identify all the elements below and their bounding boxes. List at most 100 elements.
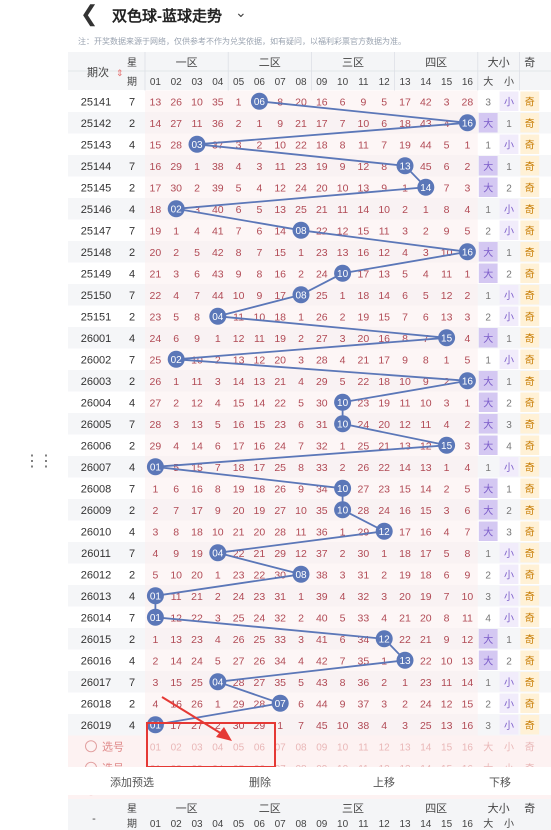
miss-count-cell: 1: [194, 161, 200, 173]
odd-cell-text: 奇: [525, 182, 535, 195]
miss-count-cell: 43: [212, 269, 224, 281]
blue-ball-number: 15: [441, 441, 453, 452]
miss-count-cell: 26: [358, 462, 370, 474]
miss-count-cell: 10: [295, 505, 307, 517]
size-cell: 3: [485, 592, 491, 603]
miss-count-cell: 30: [316, 398, 328, 410]
miss-count-cell: 15: [420, 505, 432, 517]
miss-count-cell: 5: [444, 548, 450, 560]
bottom-number-header: 02: [171, 819, 183, 830]
zone-header: 一区: [176, 57, 198, 69]
zone-shade: [145, 628, 478, 650]
size-small-cell: [499, 715, 519, 735]
miss-count-cell: 8: [340, 677, 346, 689]
issue-cell: 25146: [81, 204, 112, 216]
add-preselect-button[interactable]: 添加预选: [110, 777, 154, 789]
miss-count-cell: 21: [191, 591, 203, 603]
select-number: 09: [316, 743, 328, 754]
miss-count-cell: 8: [402, 333, 408, 345]
miss-count-cell: 13: [337, 247, 349, 259]
miss-count-cell: 23: [316, 247, 328, 259]
blue-ball: [188, 135, 206, 153]
move-up-button[interactable]: 上移: [373, 777, 395, 789]
miss-count-cell: 17: [378, 355, 390, 367]
miss-count-cell: 15: [191, 462, 203, 474]
odd-cell-text: 奇: [525, 225, 535, 238]
odd-cell: [520, 715, 540, 735]
miss-count-cell: 1: [464, 140, 470, 152]
size-big-cell: [478, 177, 498, 197]
miss-count-cell: 20: [254, 527, 266, 539]
miss-count-cell: 26: [170, 97, 182, 109]
issue-cell: 25144: [81, 161, 112, 173]
size-cell: 3: [506, 528, 512, 539]
miss-count-cell: 2: [236, 118, 242, 130]
miss-count-cell: 4: [464, 462, 470, 474]
blue-ball: [438, 329, 456, 347]
miss-count-cell: 44: [212, 290, 224, 302]
miss-count-cell: 26: [150, 376, 162, 388]
miss-count-cell: 2: [256, 140, 262, 152]
miss-count-cell: 31: [274, 591, 286, 603]
miss-count-cell: 23: [378, 484, 390, 496]
trend-line: [154, 100, 468, 726]
miss-count-cell: 3: [444, 97, 450, 109]
miss-count-cell: 14: [420, 484, 432, 496]
size-cell: 小: [504, 462, 514, 474]
odd-cell: [520, 392, 540, 412]
blue-ball: [334, 479, 352, 497]
miss-count-cell: 24: [316, 269, 328, 281]
miss-count-cell: 17: [254, 462, 266, 474]
odd-cell: [520, 478, 540, 498]
number-header: 07: [275, 77, 287, 88]
week-header-2: 期: [127, 76, 137, 88]
miss-count-cell: 35: [212, 97, 224, 109]
odd-cell-text: 奇: [525, 311, 535, 324]
miss-count-cell: 11: [337, 204, 348, 216]
miss-count-cell: 43: [316, 677, 328, 689]
size-cell: 1: [485, 463, 491, 474]
miss-count-cell: 26: [254, 656, 266, 668]
chevron-down-icon[interactable]: ⌄: [235, 4, 247, 20]
miss-count-cell: 26: [316, 312, 328, 324]
miss-count-cell: 18: [378, 376, 390, 388]
issue-cell: 25148: [81, 247, 112, 259]
miss-count-cell: 13: [233, 355, 245, 367]
drag-handle-icon[interactable]: ⋮⋮: [24, 453, 54, 470]
move-down-button[interactable]: 下移: [489, 777, 511, 789]
miss-count-cell: 40: [212, 204, 224, 216]
miss-count-cell: 9: [402, 355, 408, 367]
size-cell: 小: [504, 548, 514, 560]
week-cell: 7: [129, 97, 135, 109]
miss-count-cell: 2: [298, 269, 304, 281]
miss-count-cell: 21: [399, 613, 411, 625]
miss-count-cell: 3: [256, 161, 262, 173]
size-cell: 大: [483, 633, 493, 646]
miss-count-cell: 11: [379, 226, 390, 238]
issue-cell: 26006: [81, 441, 112, 453]
delete-button[interactable]: 删除: [249, 777, 271, 789]
zone-shade: [145, 434, 478, 456]
miss-count-cell: 14: [378, 290, 390, 302]
blue-ball-number: 16: [462, 377, 474, 388]
miss-count-cell: 1: [402, 677, 408, 689]
blue-ball: [375, 630, 393, 648]
issue-cell: 25143: [81, 140, 112, 152]
miss-count-cell: 5: [256, 204, 262, 216]
miss-count-cell: 11: [441, 677, 452, 689]
miss-count-cell: 2: [402, 699, 408, 711]
miss-count-cell: 23: [191, 634, 203, 646]
miss-count-cell: 3: [152, 527, 158, 539]
back-icon[interactable]: ❮: [80, 1, 99, 26]
miss-count-cell: 6: [236, 204, 242, 216]
blue-ball-number: 10: [337, 506, 349, 517]
size-cell: 大: [483, 246, 493, 259]
miss-count-cell: 5: [298, 677, 304, 689]
miss-count-cell: 23: [274, 419, 286, 431]
odd-cell: [520, 349, 540, 369]
miss-count-cell: 2: [298, 613, 304, 625]
odd-cell-text: 奇: [525, 397, 535, 410]
miss-count-cell: 1: [464, 269, 470, 281]
miss-count-cell: 7: [444, 591, 450, 603]
miss-count-cell: 10: [399, 376, 411, 388]
